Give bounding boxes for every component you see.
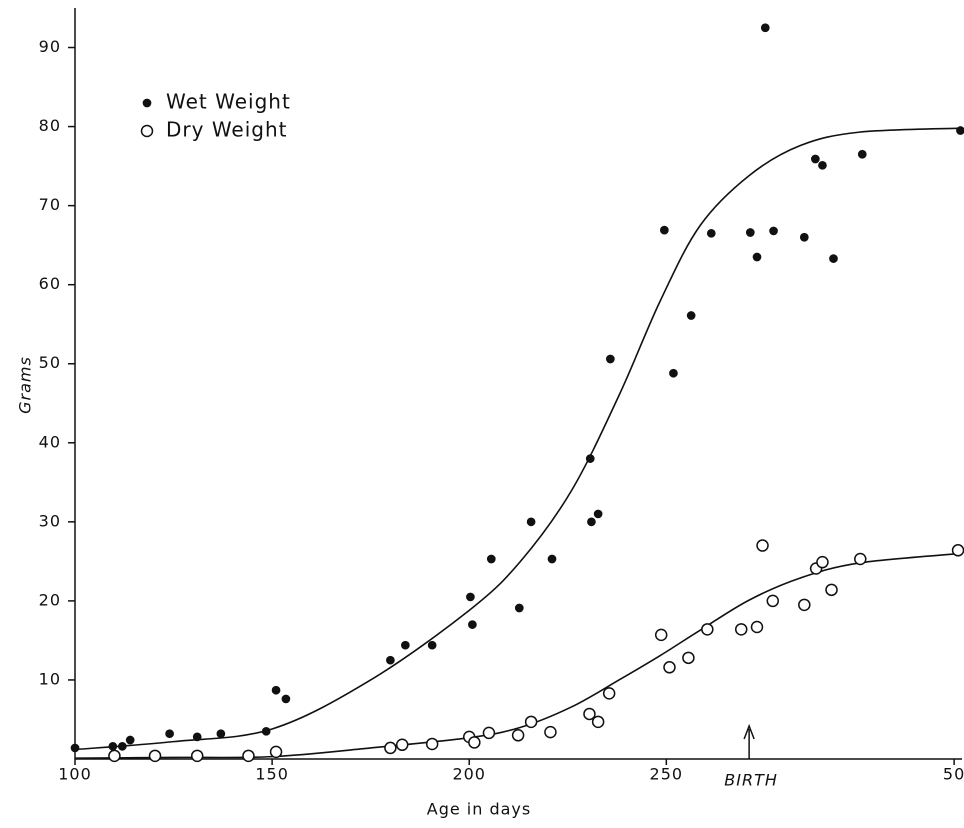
wet-point — [192, 732, 202, 742]
wet-point — [660, 225, 669, 235]
wet-point — [271, 685, 281, 695]
dry-point — [544, 725, 557, 739]
y-tick-label: 30 — [39, 511, 61, 530]
wet-point — [669, 368, 678, 378]
y-tick-label: 10 — [39, 669, 61, 688]
dry-point — [734, 623, 748, 636]
dry-point — [701, 623, 714, 636]
wet-point — [752, 252, 762, 262]
dry-point — [190, 749, 204, 763]
dry-point — [524, 715, 538, 729]
dry-point — [395, 738, 409, 752]
dry-point — [242, 749, 255, 763]
dry-point — [756, 539, 769, 552]
wet-point — [829, 254, 838, 263]
dry-point — [591, 715, 605, 729]
dry-point — [654, 628, 668, 642]
wet-point — [401, 640, 410, 650]
wet-point — [281, 694, 291, 704]
birth-arrowhead — [743, 723, 755, 740]
wet-point — [386, 655, 395, 665]
y-tick-label: 60 — [39, 274, 61, 293]
wet-point — [165, 729, 174, 739]
wet-point — [468, 620, 477, 629]
wet-point — [514, 603, 524, 613]
dry-point — [583, 707, 596, 721]
dry-point — [384, 741, 397, 755]
dry-point — [663, 661, 676, 674]
fit-curve — [74, 127, 961, 751]
wet-point — [799, 232, 809, 242]
wet-point — [526, 517, 536, 527]
dry-point — [766, 594, 780, 608]
dry-point — [682, 651, 695, 665]
y-tick-label: 50 — [39, 353, 61, 372]
dry-point — [148, 749, 162, 763]
x-tick-label: 50 — [943, 765, 964, 784]
wet-point — [261, 726, 271, 736]
x-tick-label: 150 — [255, 765, 289, 784]
wet-point — [117, 742, 127, 751]
wet-point — [547, 554, 557, 564]
wet-point — [769, 226, 778, 236]
legend-label: Dry Weight — [166, 118, 288, 142]
dry-point — [108, 749, 121, 763]
dry-point — [750, 620, 764, 634]
x-tick-label: 200 — [452, 765, 486, 784]
y-tick-label: 70 — [39, 195, 61, 214]
legend-marker — [142, 98, 152, 108]
wet-point — [593, 509, 603, 519]
wet-point — [857, 149, 867, 159]
birth-label: BIRTH — [724, 771, 778, 790]
dry-point — [602, 687, 616, 700]
y-tick-label: 20 — [39, 590, 61, 609]
wet-point — [706, 228, 716, 238]
dry-point — [825, 583, 838, 597]
wet-point — [585, 454, 595, 463]
y-tick-label: 40 — [39, 432, 61, 451]
dry-point — [816, 555, 829, 569]
wet-point — [125, 735, 135, 745]
dry-point — [468, 736, 481, 749]
legend-marker — [140, 124, 154, 138]
wet-point — [686, 311, 696, 320]
wet-point — [216, 729, 226, 739]
dry-point — [854, 552, 867, 566]
wet-point — [810, 154, 820, 164]
dry-point — [798, 598, 811, 612]
wet-point — [587, 517, 596, 527]
dry-point — [482, 726, 496, 740]
legend-label: Wet Weight — [166, 90, 291, 114]
wet-point — [466, 592, 475, 602]
wet-point — [486, 554, 496, 564]
wet-point — [108, 742, 118, 751]
wet-point — [427, 640, 437, 650]
dry-point — [511, 729, 525, 742]
y-tick-label: 80 — [39, 116, 61, 135]
x-tick-label: 100 — [58, 765, 92, 784]
wet-point — [70, 743, 80, 753]
wet-point — [818, 160, 827, 170]
wet-point — [956, 126, 964, 135]
x-axis-title: Age in days — [427, 800, 531, 819]
y-tick-label: 90 — [39, 37, 61, 56]
dry-point — [951, 544, 964, 557]
x-tick-label: 250 — [650, 765, 684, 784]
y-axis-title: Grams — [16, 356, 35, 414]
fit-curve — [74, 552, 961, 760]
dry-point — [269, 745, 283, 759]
wet-point — [606, 354, 615, 364]
dry-point — [425, 737, 439, 751]
wet-point — [745, 228, 755, 237]
wet-point — [760, 23, 770, 33]
